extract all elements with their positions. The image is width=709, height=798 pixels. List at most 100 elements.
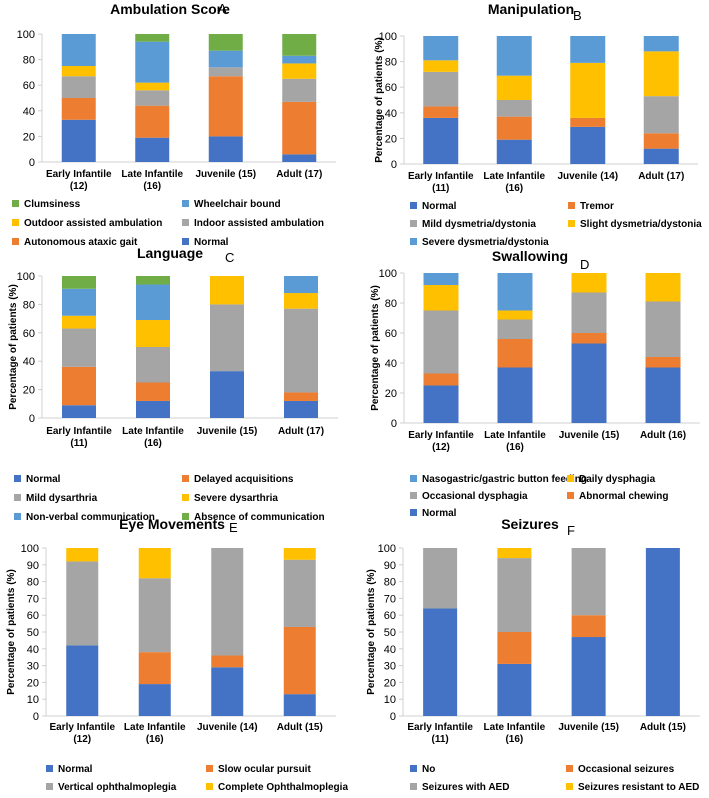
- bar-segment: [423, 273, 459, 285]
- legend-swatch: [182, 219, 189, 226]
- bar-segment: [570, 126, 606, 164]
- y-axis-label: Percentage of patients (%): [374, 37, 385, 163]
- legend-swatch: [410, 492, 417, 499]
- legend-label: Mild dysmetria/dystonia: [422, 219, 536, 230]
- legend-swatch: [568, 202, 575, 209]
- y-tick-label: 70: [27, 593, 39, 605]
- bar-segment: [135, 105, 170, 138]
- legend-label: Absence of communication: [194, 512, 325, 523]
- bar-segment: [138, 684, 171, 716]
- chart-panel-f: Seizures F Percentage of patients (%) 0 10 20…: [366, 516, 700, 793]
- panel-letter: B: [573, 8, 582, 23]
- legend-swatch: [410, 765, 417, 772]
- legend-label: Vertical ophthalmoplegia: [58, 782, 177, 793]
- chart-title: Manipulation: [488, 1, 574, 17]
- x-tick-label: Late Infantile (16): [483, 171, 545, 194]
- legend-swatch: [12, 219, 19, 226]
- bar-segment: [571, 548, 606, 616]
- chart-title: Language: [137, 245, 203, 261]
- bar-segment: [61, 34, 96, 66]
- bar-segment: [284, 293, 318, 309]
- y-tick-label: 90: [27, 560, 39, 572]
- bar-segment: [423, 548, 458, 609]
- legend-swatch: [182, 200, 189, 207]
- bar-segment: [497, 632, 532, 664]
- y-tick-label: 60: [385, 328, 397, 340]
- legend-swatch: [46, 765, 53, 772]
- bar-segment: [282, 34, 317, 56]
- chart-panel-d: Swallowing D Percentage of patients (%) 0 20…: [370, 248, 700, 519]
- bar-segment: [282, 55, 317, 64]
- bar-segment: [283, 626, 316, 695]
- legend-label: Delayed acquisitions: [194, 474, 294, 485]
- y-tick-label: 80: [23, 299, 35, 311]
- bar-segment: [208, 136, 243, 162]
- y-tick-label: 100: [17, 271, 35, 283]
- bar-segment: [211, 655, 244, 668]
- chart-title: Seizures: [501, 516, 559, 532]
- legend-label: Seizures resistant to AED: [578, 782, 699, 793]
- legend-label: Severe dysarthria: [194, 493, 278, 504]
- y-tick-label: 70: [384, 593, 396, 605]
- panel-letter: A: [218, 1, 227, 16]
- bar-segment: [138, 652, 171, 685]
- bar-segment: [571, 637, 606, 716]
- x-tick-label: Juvenile (15): [559, 430, 620, 441]
- x-tick-label: Late Infantile (16): [122, 426, 184, 449]
- y-tick-label: 0: [390, 711, 396, 723]
- legend-swatch: [410, 220, 417, 227]
- y-tick-label: 10: [384, 694, 396, 706]
- bar-segment: [571, 273, 607, 293]
- legend-label: Occasional dysphagia: [422, 491, 528, 502]
- bar-segment: [62, 288, 96, 316]
- chart-title: Swallowing: [492, 248, 568, 264]
- bar-segment: [138, 548, 171, 579]
- y-tick-label: 40: [23, 356, 35, 368]
- y-tick-label: 80: [385, 298, 397, 310]
- legend-label: Normal: [58, 764, 93, 775]
- bar-segment: [210, 371, 244, 418]
- bar-segment: [497, 663, 532, 716]
- y-tick-label: 10: [27, 694, 39, 706]
- legend-swatch: [566, 765, 573, 772]
- x-tick-label: Adult (17): [278, 426, 324, 437]
- y-tick-label: 60: [385, 82, 397, 94]
- x-tick-label: Juvenile (14): [197, 722, 258, 733]
- panel-letter: F: [567, 523, 575, 538]
- bar-segment: [62, 405, 96, 418]
- bar-segment: [496, 100, 532, 117]
- bar-segment: [135, 137, 170, 162]
- x-tick-label: Juvenile (15): [195, 169, 256, 180]
- bar-segment: [62, 315, 96, 329]
- legend-swatch: [12, 200, 19, 207]
- bar-segment: [136, 400, 170, 418]
- bar-segment: [496, 36, 532, 76]
- bar-segment: [645, 367, 681, 423]
- legend-swatch: [410, 238, 417, 245]
- bar-segment: [136, 276, 170, 285]
- y-tick-label: 20: [27, 677, 39, 689]
- bar-segment: [62, 328, 96, 367]
- legend-label: Wheelchair bound: [194, 199, 281, 210]
- bar-segment: [136, 382, 170, 401]
- y-axis-label: Percentage of patients (%): [8, 284, 19, 410]
- bar-segment: [496, 116, 532, 140]
- bar-segment: [497, 367, 533, 423]
- y-tick-label: 0: [29, 157, 35, 169]
- y-tick-label: 40: [385, 108, 397, 120]
- bar-segment: [282, 154, 317, 162]
- legend-label: Abnormal chewing: [579, 491, 668, 502]
- x-tick-label: Early Infantile (11): [46, 426, 112, 449]
- bar-segment: [423, 608, 458, 716]
- y-tick-label: 20: [385, 388, 397, 400]
- legend-label: Non-verbal communication: [26, 512, 155, 523]
- legend-label: Autonomous ataxic gait: [24, 237, 138, 248]
- y-tick-label: 20: [385, 133, 397, 145]
- chart-panel-e: Eye Movements E Percentage of patients (%)…: [6, 516, 348, 793]
- bar-segment: [208, 34, 243, 51]
- bar-segment: [643, 96, 679, 134]
- bar-segment: [283, 548, 316, 560]
- legend-swatch: [567, 492, 574, 499]
- x-tick-label: Juvenile (14): [557, 171, 618, 182]
- bar-segment: [571, 292, 607, 333]
